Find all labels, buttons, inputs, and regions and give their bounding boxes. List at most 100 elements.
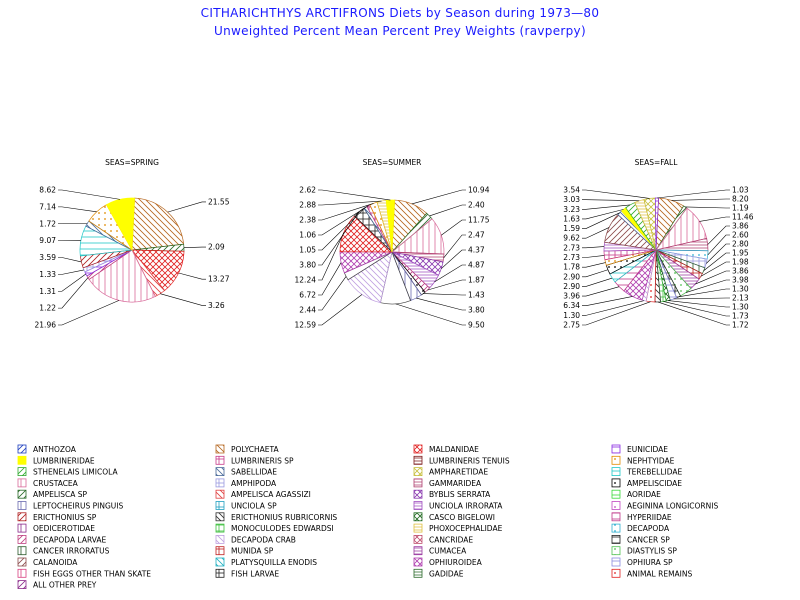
slice-label: 3.03 xyxy=(563,195,580,204)
pie-slice xyxy=(105,197,135,252)
label-leader xyxy=(705,243,730,264)
legend-label: CANCER IRRORATUS xyxy=(33,547,110,556)
slice-label: 2.60 xyxy=(732,231,749,240)
label-leader xyxy=(582,269,608,278)
pie-slice xyxy=(131,197,185,251)
legend-label: AMPELISCA AGASSIZI xyxy=(231,490,311,499)
legend-swatch xyxy=(413,546,423,556)
slice-label: 2.80 xyxy=(732,240,749,249)
label-leader xyxy=(656,189,730,199)
slice-label: 1.63 xyxy=(563,214,580,223)
slice-label: 2.38 xyxy=(299,216,316,225)
legend-label: AMPHARETIDAE xyxy=(429,468,488,477)
slice-label: 1.78 xyxy=(563,263,580,272)
legend-swatch xyxy=(215,501,225,510)
legend-swatch xyxy=(215,546,225,556)
legend-label: LUMBRINERIS SP xyxy=(231,456,294,465)
legend-label: MUNIDA SP xyxy=(231,547,274,556)
legend-swatch xyxy=(17,501,27,510)
slice-label: 2.73 xyxy=(563,243,580,252)
slice-label: 6.34 xyxy=(563,301,580,310)
label-leader xyxy=(183,246,206,249)
legend-label: NEPHTYIDAE xyxy=(627,456,675,465)
label-leader xyxy=(582,204,631,210)
legend-label: CASCO BIGELOWI xyxy=(429,513,495,522)
label-leader xyxy=(657,301,730,326)
legend-swatch xyxy=(17,546,27,556)
legend-label: ANIMAL REMAINS xyxy=(627,569,692,578)
chart-subtitle: Unweighted Percent Mean Percent Prey Wei… xyxy=(214,24,586,38)
label-leader xyxy=(318,205,369,236)
label-leader xyxy=(582,246,605,249)
slice-label: 1.95 xyxy=(732,249,749,258)
legend-swatch xyxy=(17,580,27,589)
label-leader xyxy=(663,301,730,317)
label-leader xyxy=(582,212,620,229)
legend-label: CANCRIDAE xyxy=(429,535,473,544)
label-leader xyxy=(441,249,466,269)
slice-label: 2.47 xyxy=(468,231,485,240)
legend-label: MONOCULODES EDWARDSI xyxy=(231,524,334,533)
slice-label: 2.09 xyxy=(208,243,225,252)
label-leader xyxy=(582,286,620,297)
label-leader xyxy=(58,206,97,213)
slice-label: 1.87 xyxy=(468,276,485,285)
legend-label: AMPHIPODA xyxy=(231,479,277,488)
legend-swatch xyxy=(215,557,225,567)
legend-label: AMPELISCIDAE xyxy=(627,479,682,488)
legend-swatch xyxy=(413,478,423,488)
legend-swatch xyxy=(413,523,423,533)
label-leader xyxy=(707,234,730,256)
legend-label: OPHIURA SP xyxy=(627,558,673,567)
legend-swatch xyxy=(413,444,423,454)
slice-label: 1.33 xyxy=(39,270,56,279)
slice-label: 3.59 xyxy=(39,253,56,262)
label-leader xyxy=(685,279,730,293)
label-leader xyxy=(318,211,360,266)
slice-label: 3.96 xyxy=(563,292,580,301)
legend-label: DECAPODA LARVAE xyxy=(33,535,107,544)
label-leader xyxy=(703,252,730,271)
legend-swatch xyxy=(17,512,27,522)
legend-swatch xyxy=(611,501,621,510)
slice-label: 2.44 xyxy=(299,306,316,315)
slice-label: 1.30 xyxy=(563,311,580,320)
legend-swatch xyxy=(413,557,423,567)
legend-label: CRUSTACEA xyxy=(33,479,79,488)
legend-swatch xyxy=(17,478,27,488)
slice-label: 12.59 xyxy=(295,321,317,330)
label-leader xyxy=(58,189,121,200)
slice-label: 1.22 xyxy=(39,304,56,313)
label-leader xyxy=(427,279,466,291)
legend-label: MALDANIDAE xyxy=(429,445,479,454)
slice-label: 2.90 xyxy=(563,272,580,281)
label-leader xyxy=(429,204,466,217)
label-leader xyxy=(58,300,120,326)
legend-swatch xyxy=(413,467,423,477)
legend-swatch xyxy=(413,535,423,544)
slice-label: 1.30 xyxy=(732,285,749,294)
label-leader xyxy=(700,261,730,277)
legend-swatch xyxy=(611,455,621,465)
label-leader xyxy=(582,255,605,258)
slice-label: 4.87 xyxy=(468,261,485,270)
chart-title: CITHARICHTHYS ARCTIFRONS Diets by Season… xyxy=(200,6,600,20)
legend-label: CALANOIDA xyxy=(33,558,78,567)
label-leader xyxy=(707,225,730,245)
legend-label: UNCIOLA IRRORATA xyxy=(429,502,503,511)
label-leader xyxy=(395,303,466,326)
label-leader xyxy=(582,209,624,220)
legend-swatch xyxy=(215,535,225,544)
slice-label: 3.54 xyxy=(563,186,580,195)
pie-slice xyxy=(88,249,156,303)
label-leader xyxy=(318,189,391,201)
slice-label: 10.94 xyxy=(468,186,490,195)
slice-label: 9.62 xyxy=(563,234,580,243)
slice-label: 9.07 xyxy=(39,236,56,245)
legend-label: BYBLIS SERRATA xyxy=(429,490,491,499)
legend-label: ALL OTHER PREY xyxy=(33,581,97,590)
pie-2: SEAS=FALL1.038.201.1911.463.862.602.801.… xyxy=(563,158,753,330)
legend-label: OPHIUROIDEA xyxy=(429,558,483,567)
slice-label: 6.72 xyxy=(299,291,316,300)
